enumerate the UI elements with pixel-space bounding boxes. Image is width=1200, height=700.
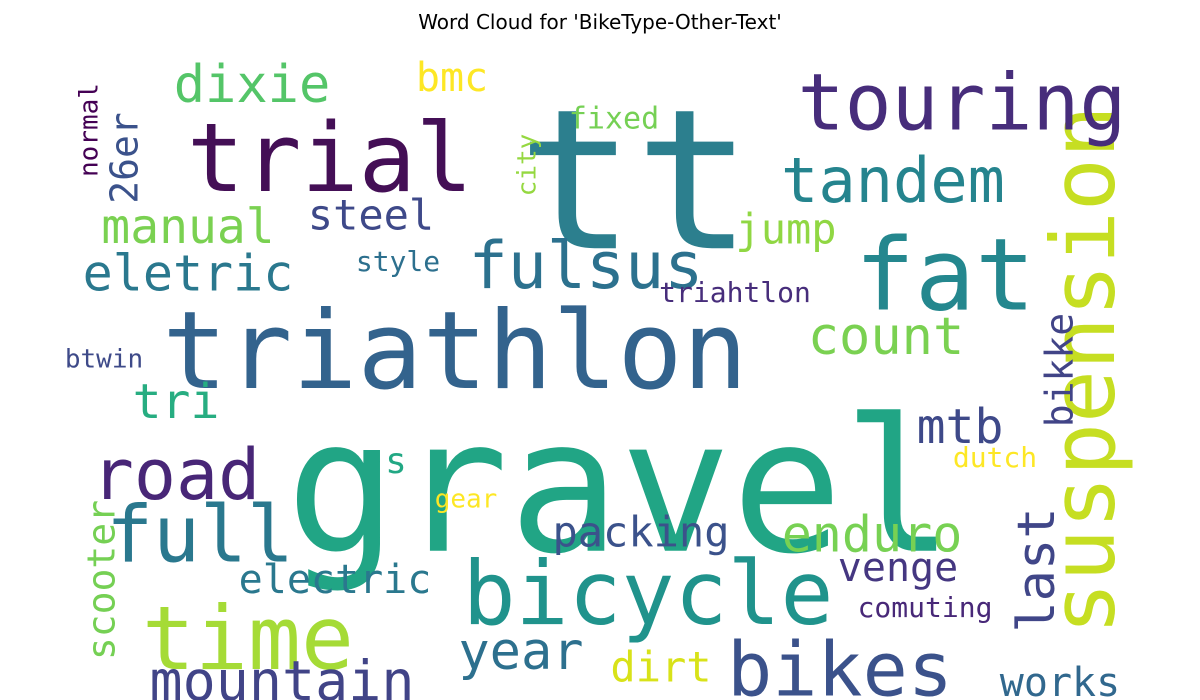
word-normal: normal bbox=[75, 83, 105, 177]
word-bmc: bmc bbox=[416, 55, 488, 101]
word-works: works bbox=[1000, 660, 1120, 700]
word-last: last bbox=[1007, 507, 1067, 632]
word-dirt: dirt bbox=[610, 643, 711, 692]
word-tt: tt bbox=[518, 67, 753, 294]
word-mountain: mountain bbox=[150, 649, 415, 700]
word-count: count bbox=[808, 307, 965, 367]
word-bikke: bikke bbox=[1038, 313, 1082, 427]
word-mtb: mtb bbox=[917, 399, 1004, 455]
word-26er: 26er bbox=[103, 112, 147, 204]
word-btwin: btwin bbox=[65, 345, 143, 375]
word-triahtlon: triahtlon bbox=[659, 276, 811, 309]
word-suspension: suspension bbox=[1032, 105, 1135, 635]
word-jump: jump bbox=[735, 205, 836, 254]
word-gravel: gravel bbox=[286, 379, 954, 595]
word-fulsus: fulsus bbox=[469, 229, 704, 304]
word-steel: steel bbox=[308, 191, 434, 240]
word-gear: gear bbox=[435, 485, 498, 515]
word-dixie: dixie bbox=[174, 55, 331, 115]
word-venge: venge bbox=[838, 545, 958, 591]
word-year: year bbox=[458, 622, 583, 682]
word-comuting: comuting bbox=[858, 591, 993, 624]
word-fixed: fixed bbox=[569, 102, 659, 137]
word-manual: manual bbox=[101, 199, 274, 255]
word-triathlon: triathlon bbox=[162, 289, 747, 414]
word-electric: electric bbox=[239, 557, 432, 603]
word-touring: touring bbox=[798, 58, 1127, 148]
word-city: city bbox=[513, 134, 543, 197]
word-fat: fat bbox=[855, 216, 1036, 333]
word-full: full bbox=[106, 490, 294, 580]
word-packing: packing bbox=[552, 508, 729, 557]
chart-title: Word Cloud for 'BikeType-Other-Text' bbox=[418, 10, 782, 34]
word-eletric: eletric bbox=[83, 245, 294, 303]
word-enduro: enduro bbox=[782, 506, 963, 564]
word-bicycle: bicycle bbox=[463, 542, 834, 645]
word-scooter: scooter bbox=[80, 500, 124, 660]
word-road: road bbox=[92, 434, 261, 516]
word-bikes: bikes bbox=[727, 626, 953, 700]
word-s: s bbox=[385, 441, 407, 482]
word-time: time bbox=[142, 587, 354, 690]
word-tri: tri bbox=[133, 374, 220, 430]
word-trial: trial bbox=[187, 104, 473, 214]
word-tandem: tandem bbox=[781, 144, 1005, 217]
word-dutch: dutch bbox=[953, 441, 1037, 474]
word-style: style bbox=[356, 245, 440, 278]
